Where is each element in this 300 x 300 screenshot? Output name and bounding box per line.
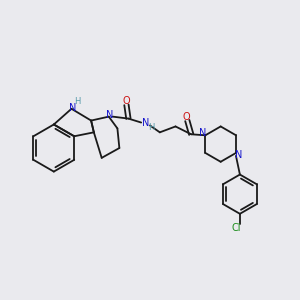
Text: H: H	[148, 123, 154, 132]
Text: N: N	[235, 150, 243, 160]
Text: Cl: Cl	[231, 223, 241, 232]
Text: H: H	[74, 98, 81, 106]
Text: O: O	[123, 96, 130, 106]
Text: N: N	[106, 110, 113, 120]
Text: O: O	[182, 112, 190, 122]
Text: N: N	[69, 103, 76, 113]
Text: N: N	[199, 128, 206, 138]
Text: N: N	[142, 118, 150, 128]
